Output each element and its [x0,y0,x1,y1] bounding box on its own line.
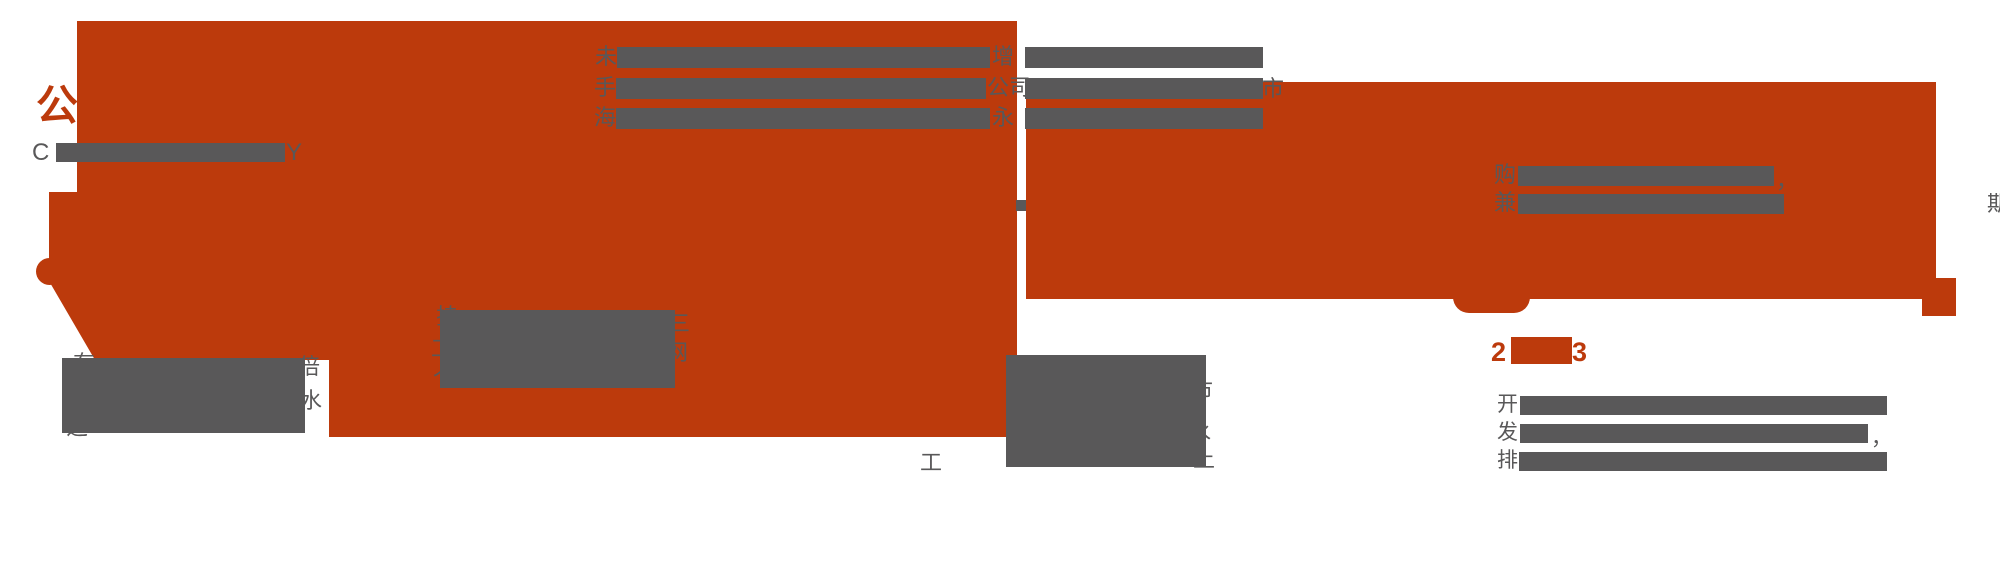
timeline-para-line3-bar [1519,452,1887,471]
statement-line1-comma: ， [1776,168,1799,193]
timeline-para-line2-start: 发 [1497,421,1518,444]
intro-line2-start: 手 [594,75,617,100]
blockleft-line2-right-char: 水 [300,388,323,413]
intro-line1-bar-b [1025,47,1263,68]
orange-bump-icon [36,258,63,285]
statement-line2-start: 兼 [1494,190,1517,215]
intro-line3-bar-b [1025,108,1263,129]
blockcenter-redaction-rect [1006,355,1206,467]
timeline-para-line1-bar [1520,396,1887,415]
intro-line2-mid: 公司 [987,75,1032,100]
intro-line1-start: 未 [595,44,618,69]
subtitle-last-letter: Y [286,139,303,166]
timeline-para-line2-bar [1520,424,1868,443]
intro-line3-mid: 永 [992,105,1015,130]
timeline-year-prefix: 2 [1491,337,1507,367]
subtitle-redaction-bar [56,143,285,162]
statement-line1-bar [1518,166,1774,186]
right-edge-clipped-char: 期 [1987,193,2000,216]
timeline-para-line3-start: 排 [1497,449,1518,472]
timeline-year-suffix: 3 [1572,337,1588,367]
subtitle-first-letter: C [32,139,50,166]
timeline-para-line2-comma: ， [1871,427,1892,450]
intro-line2-bar-b [1025,78,1263,99]
statement-line1-start: 购 [1494,162,1517,187]
timeline-year-mask [1511,337,1572,364]
orange-corner-square [1922,278,1956,316]
intro-line3-bar-a [616,108,990,129]
intro-line1-mid: 增 [992,44,1015,69]
blockmid-redaction-rect [440,310,675,388]
orange-banner-tab [1453,297,1530,313]
blockleft-redaction-rect [62,358,305,433]
intro-line1-bar-a [617,47,990,68]
intro-line3-start: 海 [594,105,617,130]
stray-text-fragment [1016,200,1026,211]
intro-line2-end: 市 [1262,76,1285,101]
intro-line2-bar-a [616,78,986,99]
page-title-fragment: 公 [36,82,79,129]
blockcenter-below-left-char: 工 [920,450,943,475]
statement-line2-bar [1518,194,1784,214]
timeline-para-line1-start: 开 [1497,393,1518,416]
